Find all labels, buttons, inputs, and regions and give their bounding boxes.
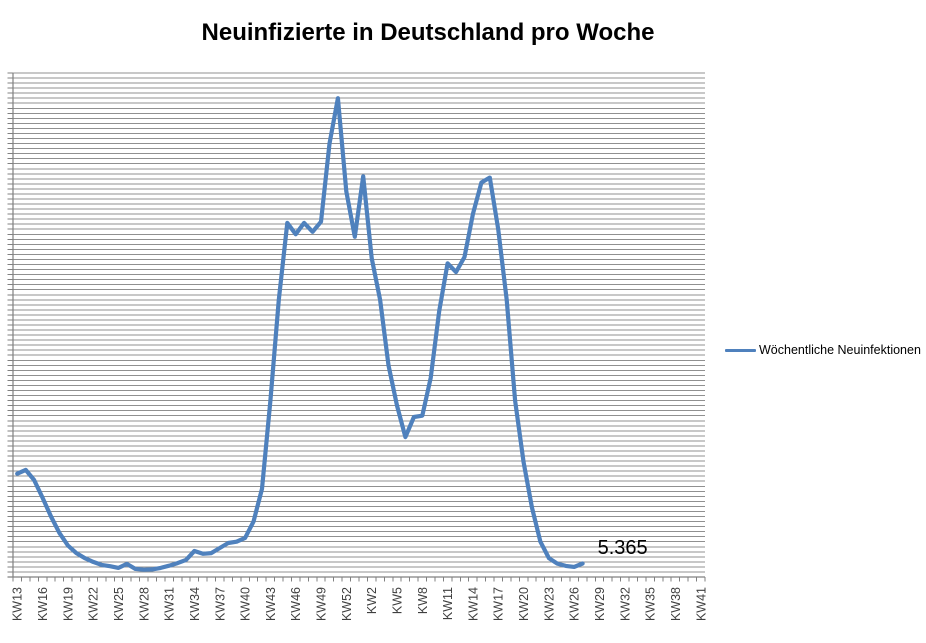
x-tick-label: KW35 [644, 587, 658, 621]
legend-series-label: Wöchentliche Neuinfektionen [759, 343, 921, 357]
y-gridlines [13, 72, 705, 573]
x-tick-label: KW19 [61, 587, 75, 621]
x-tick-label: KW11 [441, 587, 455, 620]
x-tick-label: KW32 [618, 587, 632, 621]
chart-title: Neuinfizierte in Deutschland pro Woche [201, 19, 655, 46]
x-tick-label: KW16 [36, 587, 50, 621]
legend-line-sample-icon [725, 348, 756, 352]
x-tick-label: KW17 [492, 587, 506, 621]
x-tick-label: KW2 [365, 587, 379, 614]
x-tick-label: KW52 [340, 587, 354, 621]
legend: Wöchentliche Neuinfektionen [725, 342, 921, 358]
x-tick-label: KW22 [87, 587, 101, 621]
series-line-woechentliche-neuinfektionen [15, 96, 585, 572]
x-tick-label: KW26 [568, 587, 582, 621]
x-tick-label: KW8 [416, 587, 430, 614]
x-tick-label: KW23 [542, 587, 556, 621]
x-tick-label: KW41 [694, 587, 708, 621]
x-tick-label: KW13 [11, 587, 25, 621]
x-tick-label: KW14 [466, 587, 480, 621]
last-point-data-label: 5.365 [597, 537, 648, 560]
x-tick-label: KW31 [163, 587, 177, 621]
x-tick-label: KW29 [593, 587, 607, 621]
x-tick-label: KW37 [213, 587, 227, 621]
y-axis-ticks [7, 72, 13, 578]
x-axis-labels: KW13 KW16 KW19 KW22 KW25 KW28 KW31 KW34 KW37 KW40… [11, 587, 709, 621]
x-tick-label: KW28 [137, 587, 151, 621]
x-tick-label: KW46 [289, 587, 303, 621]
x-tick-label: KW38 [669, 587, 683, 621]
x-tick-label: KW34 [188, 587, 202, 621]
x-tick-label: KW25 [112, 587, 126, 621]
x-tick-label: KW5 [390, 587, 404, 614]
x-tick-label: KW49 [315, 587, 329, 621]
x-axis-ticks [12, 577, 706, 582]
x-tick-label: KW43 [264, 587, 278, 621]
x-tick-label: KW20 [517, 587, 531, 621]
x-tick-label: KW40 [239, 587, 253, 621]
